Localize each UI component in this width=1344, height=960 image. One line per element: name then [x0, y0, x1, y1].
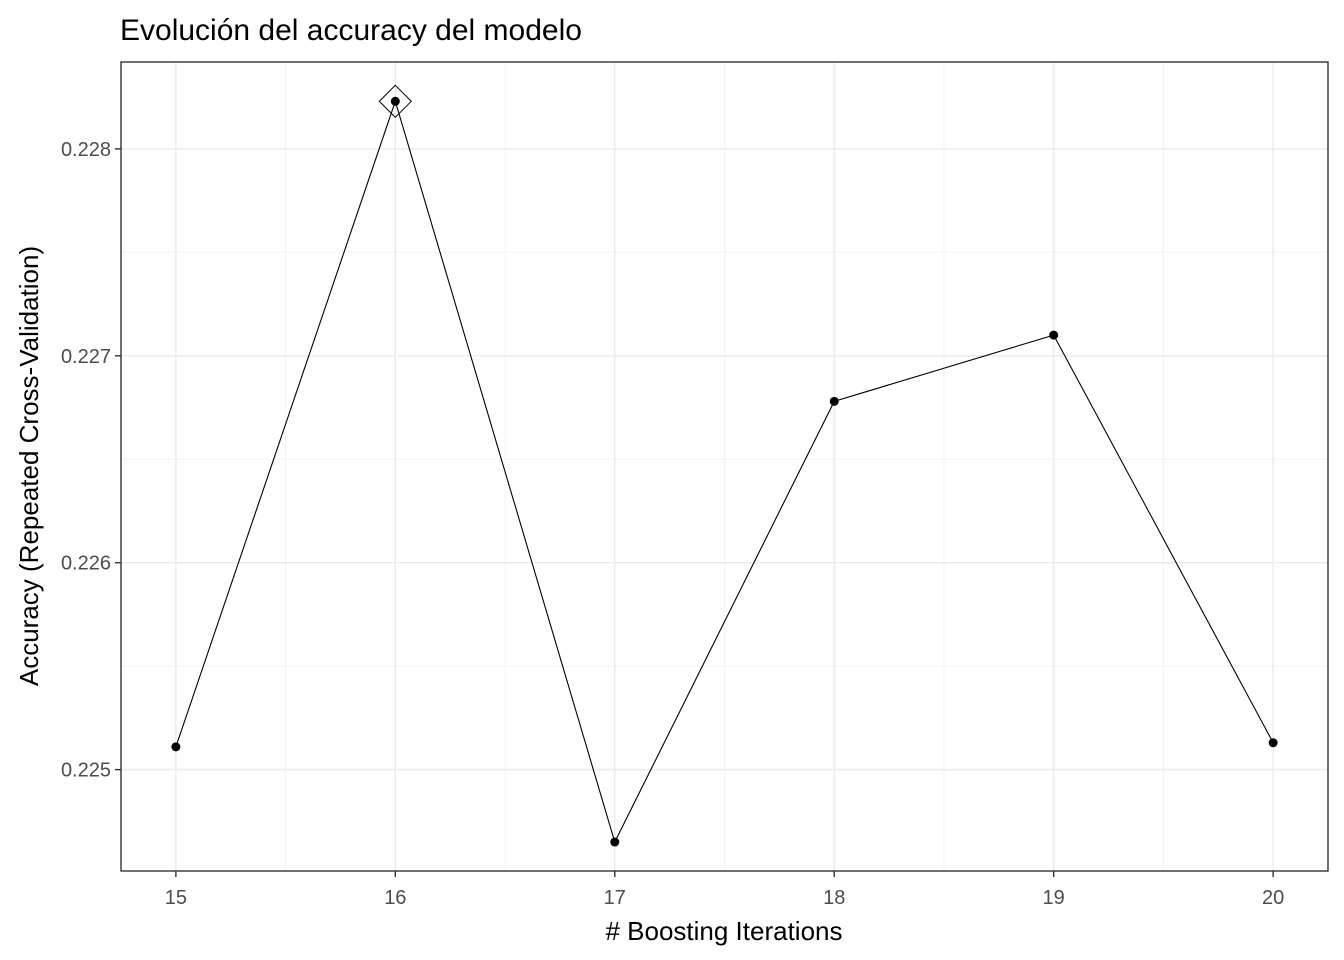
x-tick-label: 16 [384, 887, 406, 909]
y-axis-ticks: 0.225 0.226 0.227 0.228 [61, 139, 121, 782]
data-point [829, 396, 839, 406]
best-point-marker [378, 84, 413, 119]
x-tick-label: 15 [165, 887, 187, 909]
series-line [175, 99, 1274, 844]
x-tick-label: 19 [1043, 887, 1065, 909]
y-tick-label: 0.226 [61, 553, 111, 575]
minor-gridlines [121, 62, 1328, 871]
x-axis-ticks: 15 16 17 18 19 20 [165, 871, 1284, 909]
x-tick-label: 17 [604, 887, 626, 909]
y-axis-title: Accuracy (Repeated Cross-Validation) [14, 246, 44, 686]
x-tick-label: 20 [1262, 887, 1284, 909]
data-point [390, 96, 400, 106]
data-point [1049, 330, 1059, 340]
y-tick-label: 0.225 [61, 760, 111, 782]
chart-title: Evolución del accuracy del modelo [120, 14, 582, 47]
x-axis-title: # Boosting Iterations [605, 916, 842, 946]
x-tick-label: 18 [823, 887, 845, 909]
data-point [1268, 738, 1278, 748]
major-gridlines [121, 62, 1328, 871]
data-point [610, 837, 620, 847]
series-layer [171, 84, 1278, 847]
data-point [171, 742, 181, 752]
y-tick-label: 0.227 [61, 346, 111, 368]
plot-panel-border [120, 61, 1329, 872]
y-tick-label: 0.228 [61, 139, 111, 161]
